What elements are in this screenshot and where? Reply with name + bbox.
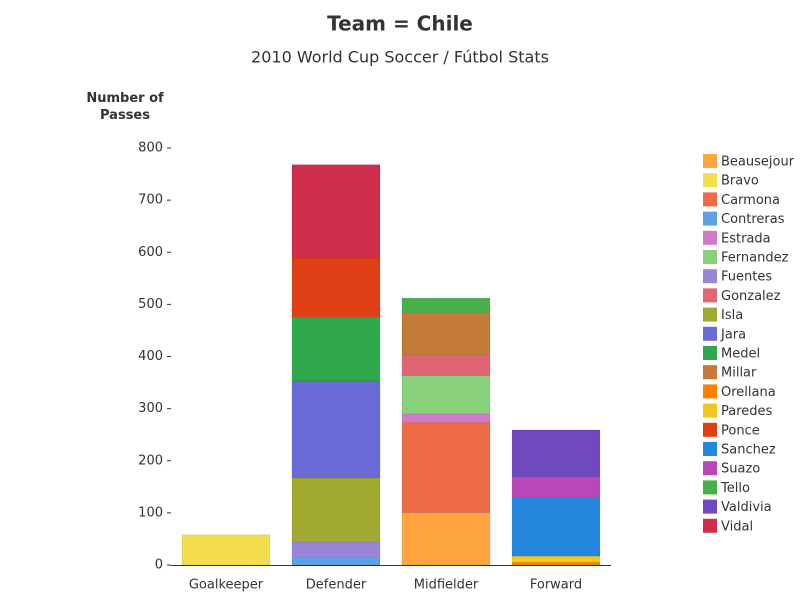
y-tick-label: 100 [138, 505, 163, 520]
y-tick-label: 700 [138, 193, 163, 208]
legend-label: Suazo [721, 462, 760, 477]
bar-segment [511, 429, 601, 478]
chart-title: Team = Chile [327, 12, 473, 36]
bar-segment [401, 354, 491, 377]
x-tick-label: Forward [530, 578, 582, 593]
legend-label: Millar [721, 366, 757, 381]
bar-segment [291, 541, 381, 558]
bar-segment [401, 312, 491, 356]
legend-label: Bravo [721, 174, 759, 189]
y-tick-label: 200 [138, 453, 163, 468]
legend-label: Tello [720, 481, 750, 496]
legend-swatch [703, 269, 717, 284]
legend-swatch [703, 518, 717, 533]
bar-segment [511, 496, 601, 557]
legend-swatch [703, 288, 717, 303]
legend-label: Paredes [721, 404, 773, 419]
legend-label: Beausejour [721, 155, 795, 170]
legend-label: Vidal [721, 519, 753, 534]
y-tick-label: 500 [138, 297, 163, 312]
bar-segment [291, 380, 381, 479]
legend-label: Jara [720, 327, 746, 342]
legend-swatch [703, 365, 717, 380]
bar-segment [401, 421, 491, 514]
legend-swatch [703, 422, 717, 437]
bar-segment [511, 476, 601, 498]
bar-segment [401, 375, 491, 415]
legend-label: Ponce [721, 423, 760, 438]
legend-label: Gonzalez [721, 289, 781, 304]
legend-swatch [703, 230, 717, 245]
legend-swatch [703, 326, 717, 341]
legend-swatch [703, 154, 717, 168]
legend-label: Valdivia [721, 500, 772, 515]
y-tick-label: 600 [138, 245, 163, 260]
legend-swatch [703, 499, 717, 514]
legend-swatch [703, 480, 717, 495]
bar-segment [511, 562, 601, 566]
y-tick-label: 400 [138, 349, 163, 364]
legend-swatch [703, 346, 717, 360]
bar-segment [401, 413, 491, 423]
legend-label: Contreras [721, 212, 785, 227]
legend-label: Sanchez [721, 443, 776, 458]
legend-label: Isla [721, 308, 743, 323]
y-tick-label: 300 [138, 401, 163, 416]
y-axis-label: Number of Passes [86, 91, 164, 123]
legend-swatch [703, 442, 717, 456]
bar-segment [401, 512, 491, 566]
bar-segment [291, 164, 381, 259]
legend-label: Fuentes [721, 270, 772, 285]
bar-segment [291, 556, 381, 566]
legend-swatch [703, 192, 717, 207]
legend-swatch [703, 461, 717, 476]
legend-label: Orellana [721, 385, 776, 400]
bar-segment [401, 297, 491, 313]
bar-segment [291, 477, 381, 543]
bar-segment [291, 316, 381, 382]
y-tick-label: 0 [155, 558, 163, 573]
bar-segment [291, 257, 381, 318]
legend-swatch [703, 384, 717, 399]
legend-swatch [703, 173, 717, 188]
x-tick-label: Midfielder [414, 578, 479, 593]
x-tick-label: Goalkeeper [189, 578, 264, 593]
legend-label: Fernandez [721, 251, 789, 266]
legend-swatch [703, 211, 717, 226]
bar-segment [181, 534, 271, 566]
bar-segment [511, 555, 601, 563]
chart-subtitle: 2010 World Cup Soccer / Fútbol Stats [251, 48, 549, 67]
legend-swatch [703, 250, 717, 264]
legend-label: Carmona [721, 193, 780, 208]
y-tick-label: 800 [138, 141, 163, 156]
legend-label: Estrada [721, 231, 771, 246]
x-tick-label: Defender [306, 578, 367, 593]
legend-swatch [703, 403, 717, 418]
legend-swatch [703, 307, 717, 322]
legend-label: Medel [721, 347, 760, 362]
